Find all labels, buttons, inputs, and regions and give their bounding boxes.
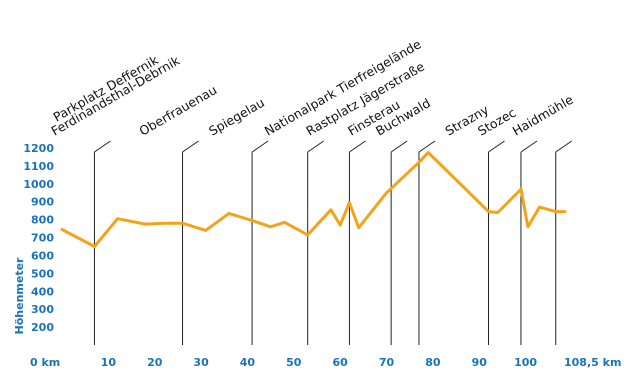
x-tick-label: 80 [425, 356, 441, 369]
elevation-line-group [60, 151, 567, 248]
waypoint-tail [390, 140, 408, 153]
x-tick-label: 20 [147, 356, 163, 369]
waypoint-label: Spiegelau [206, 95, 267, 139]
x-tick-label: 108,5 km [564, 356, 621, 369]
x-tick-label: 50 [286, 356, 302, 369]
y-tick-label: 800 [31, 214, 54, 227]
waypoint-tail [520, 140, 538, 153]
y-tick-label: 1000 [23, 178, 54, 191]
x-tick-label: 10 [101, 356, 117, 369]
y-tick-label: 900 [31, 196, 54, 209]
y-axis-ticks: 200 300 400 500 600 700 800 900 1000 1100 1200 [23, 142, 54, 334]
y-tick-label: 400 [31, 285, 54, 298]
waypoint-tail [307, 140, 324, 153]
waypoint-label: Oberfrauenau [137, 82, 220, 138]
x-tick-label: 100 [514, 356, 537, 369]
waypoint-tail [182, 140, 199, 153]
elevation-line [60, 151, 567, 248]
x-tick-label: 90 [472, 356, 488, 369]
y-tick-label: 1100 [23, 160, 54, 173]
y-tick-label: 200 [31, 321, 54, 334]
y-tick-label: 300 [31, 303, 54, 316]
y-axis-title: Höhenmeter [13, 257, 26, 335]
waypoint-tail [555, 140, 573, 153]
waypoint-lines [93, 140, 573, 345]
y-tick-label: 700 [31, 232, 54, 245]
waypoint-tail [94, 140, 111, 153]
waypoint-label: Parkplatz Deffernik [50, 52, 161, 125]
waypoint-tail [251, 140, 269, 153]
waypoint-tail [349, 140, 366, 153]
waypoint-label: Haidmühle [510, 92, 576, 139]
x-axis-ticks: 0 km 10 20 30 40 50 60 70 80 90 100 108,5 km [30, 356, 621, 369]
y-tick-label: 1200 [23, 142, 54, 155]
x-tick-label: 0 km [30, 356, 60, 369]
waypoint-tail [488, 140, 505, 153]
y-tick-label: 500 [31, 267, 54, 280]
x-tick-label: 70 [379, 356, 395, 369]
x-tick-label: 40 [240, 356, 256, 369]
x-tick-label: 30 [193, 356, 209, 369]
y-tick-label: 600 [31, 249, 54, 262]
x-tick-label: 60 [333, 356, 349, 369]
waypoint-tail [418, 140, 436, 153]
